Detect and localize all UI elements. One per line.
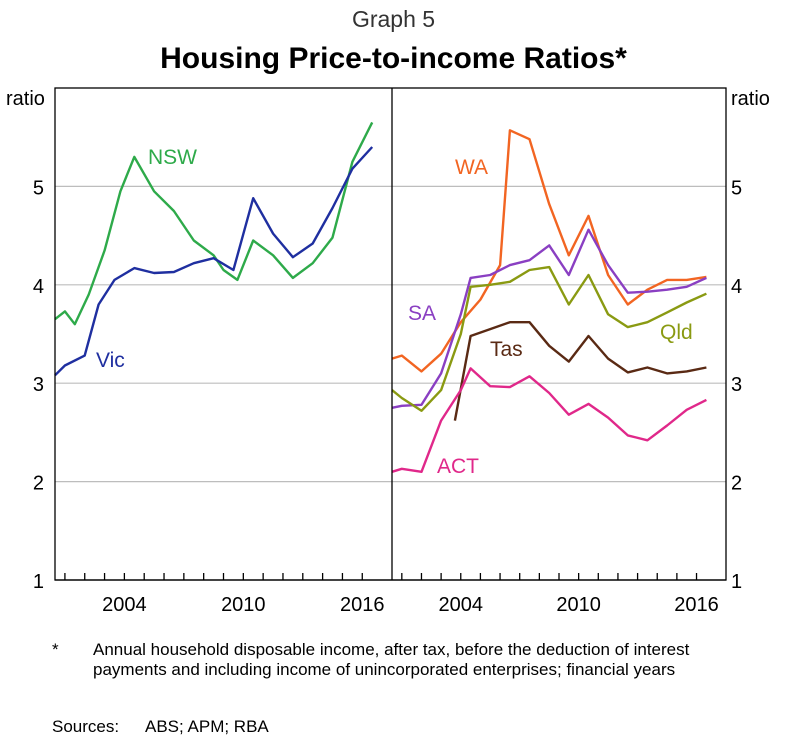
series-label-wa: WA [455,156,488,179]
series-line-tas [453,321,707,421]
y-tick-label-left: 4 [33,276,44,298]
y-tick-label-right: 2 [731,473,742,495]
y-tick-label-left: 2 [33,473,44,495]
chart-title: Housing Price-to-income Ratios* [160,42,627,75]
sources-label: Sources: [52,717,120,736]
chart-svg: 2004 2010 2016 NSW Vic 1 2 3 4 5 2004 2010 2016 WA SA Q… [6,87,770,616]
series-label-qld: Qld [660,321,693,344]
series-label-tas: Tas [490,338,523,361]
x-tick-label: 2010 [556,594,601,616]
x-tick-label: 2016 [674,594,719,616]
y-axis-label-right: ratio [731,88,770,110]
series-line-wa [391,129,707,373]
series-label-nsw: NSW [148,146,197,169]
y-tick-label-left: 5 [33,177,44,199]
series-line-act [391,367,707,473]
series-line-sa [391,228,707,409]
sources-text: ABS; APM; RBA [145,717,269,736]
y-tick-label-right: 4 [731,276,742,298]
x-tick-label: 2010 [221,594,266,616]
x-tick-label: 2004 [102,594,147,616]
graph-label: Graph 5 [351,6,436,32]
footnote-marker: * [52,640,59,659]
series-line-qld [391,265,707,412]
series-line-nsw [54,121,374,326]
y-tick-label-left: 1 [33,571,44,593]
x-tick-label: 2016 [340,594,385,616]
y-tick-label-right: 3 [731,374,742,396]
y-tick-label-right: 1 [731,571,742,593]
footnote-text: Annual household disposable income, afte… [93,640,690,679]
series-label-sa: SA [408,302,436,325]
series-label-act: ACT [437,455,479,478]
y-axis-label-left: ratio [6,88,45,110]
series-label-vic: Vic [96,349,125,372]
plot-frame [54,87,727,581]
y-tick-label-right: 5 [731,177,742,199]
series-line-vic [54,146,374,377]
x-tick-label: 2004 [439,594,484,616]
y-tick-label-left: 3 [33,374,44,396]
